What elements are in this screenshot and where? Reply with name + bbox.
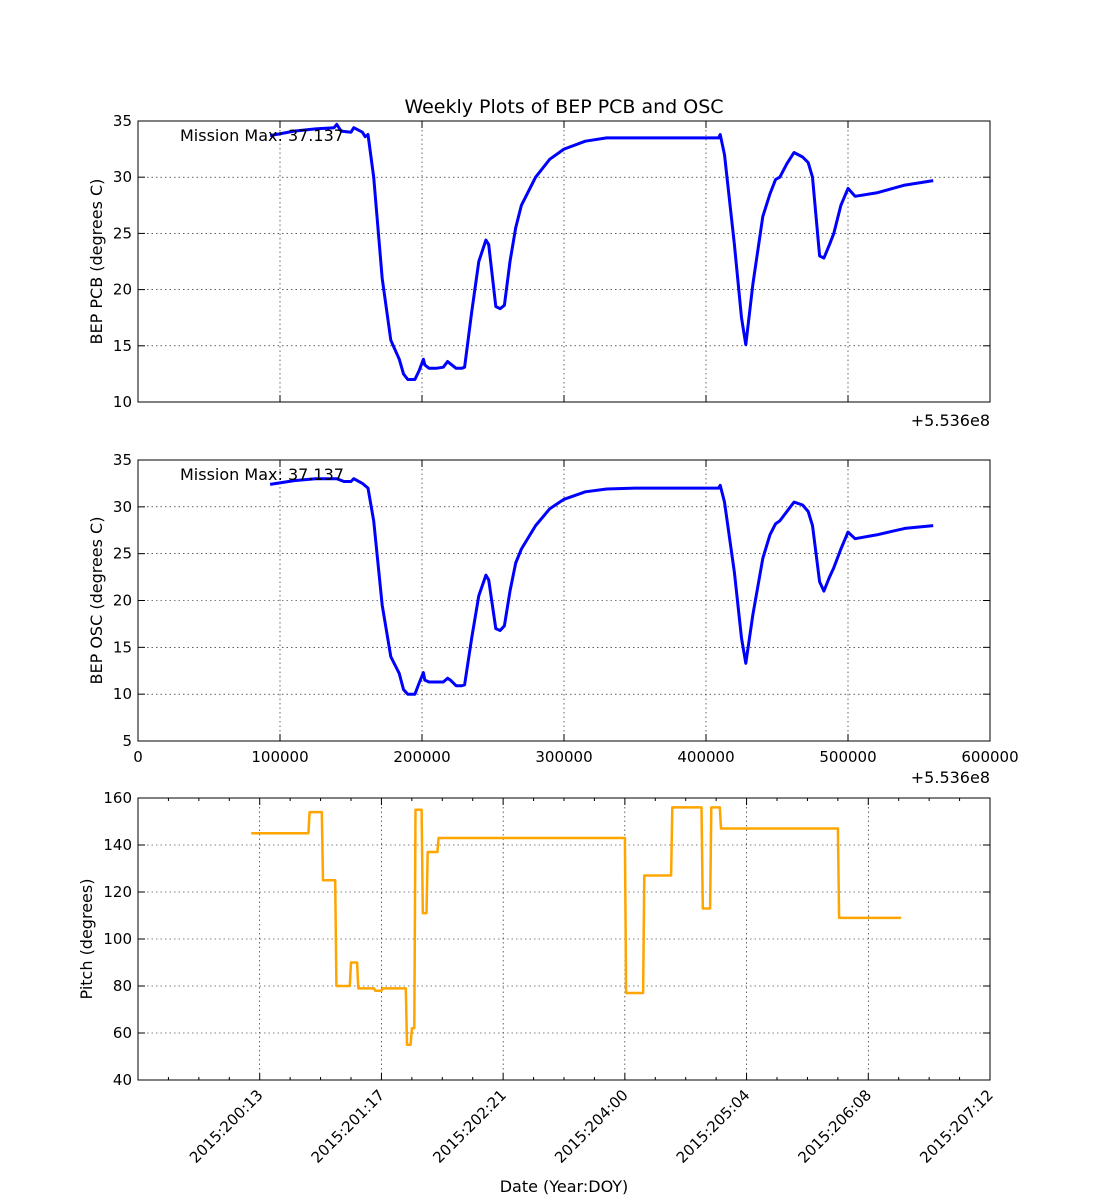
panel-pitch: 40 60 80 100 120 140 160 2015:200:13 2015:201:17… bbox=[77, 789, 997, 1196]
x-tick-label: 2015:200:13 bbox=[186, 1086, 267, 1167]
plot-frame bbox=[137, 797, 991, 1081]
series-line bbox=[269, 122, 934, 381]
y-tick-label: 160 bbox=[103, 789, 132, 807]
y-tick-label: 25 bbox=[113, 224, 132, 242]
y-tick-label: 100 bbox=[103, 930, 132, 948]
y-tick-label: 10 bbox=[113, 685, 132, 703]
x-tick-label: 0 bbox=[133, 748, 143, 766]
x-tick-label: 2015:204:00 bbox=[551, 1086, 632, 1167]
y-tick-label: 20 bbox=[113, 281, 132, 299]
y-tick-label: 30 bbox=[113, 498, 132, 516]
y-tick-label: 30 bbox=[113, 168, 132, 186]
x-offset-label: +5.536e8 bbox=[911, 411, 990, 430]
y-tick-label: 60 bbox=[113, 1024, 132, 1042]
y-axis-label: BEP OSC (degrees C) bbox=[87, 517, 106, 685]
x-offset-label: +5.536e8 bbox=[911, 768, 990, 787]
x-tick-label: 2015:206:08 bbox=[795, 1086, 876, 1167]
y-axis-label: BEP PCB (degrees C) bbox=[87, 179, 106, 345]
y-tick-label: 35 bbox=[113, 451, 132, 469]
x-tick-label: 100000 bbox=[251, 748, 308, 766]
y-axis-label: Pitch (degrees) bbox=[77, 879, 96, 1000]
x-tick-label: 400000 bbox=[677, 748, 734, 766]
series-line bbox=[269, 477, 934, 696]
x-tick-label: 600000 bbox=[961, 748, 1018, 766]
y-tick-label: 5 bbox=[122, 732, 132, 750]
chart-title: Weekly Plots of BEP PCB and OSC bbox=[404, 96, 723, 118]
mission-max-annotation: Mission Max: 37.137 bbox=[180, 465, 344, 484]
y-tick-label: 20 bbox=[113, 592, 132, 610]
panel-bep-pcb: 10 15 20 25 30 35 +5.536e8 Mission Max: 37.137 B… bbox=[87, 112, 991, 430]
series-line bbox=[251, 806, 902, 1047]
panel-bep-osc: 5 10 15 20 25 30 35 0 100000 200000 300000 400000 50… bbox=[87, 451, 1019, 787]
y-tick-label: 10 bbox=[113, 393, 132, 411]
x-axis-label: Date (Year:DOY) bbox=[500, 1177, 629, 1196]
x-tick-label: 500000 bbox=[819, 748, 876, 766]
x-tick-label: 300000 bbox=[535, 748, 592, 766]
y-tick-label: 80 bbox=[113, 977, 132, 995]
mission-max-annotation: Mission Max: 37.137 bbox=[180, 126, 344, 145]
x-tick-label: 2015:202:21 bbox=[429, 1086, 510, 1167]
y-tick-label: 140 bbox=[103, 836, 132, 854]
x-tick-label: 2015:201:17 bbox=[308, 1086, 389, 1167]
y-tick-label: 120 bbox=[103, 883, 132, 901]
x-tick-label: 2015:205:04 bbox=[673, 1086, 754, 1167]
y-tick-label: 35 bbox=[113, 112, 132, 130]
y-tick-label: 15 bbox=[113, 638, 132, 656]
x-tick-label: 200000 bbox=[393, 748, 450, 766]
y-tick-label: 15 bbox=[113, 337, 132, 355]
x-tick-label: 2015:207:12 bbox=[916, 1086, 997, 1167]
y-tick-label: 40 bbox=[113, 1071, 132, 1089]
y-tick-label: 25 bbox=[113, 545, 132, 563]
